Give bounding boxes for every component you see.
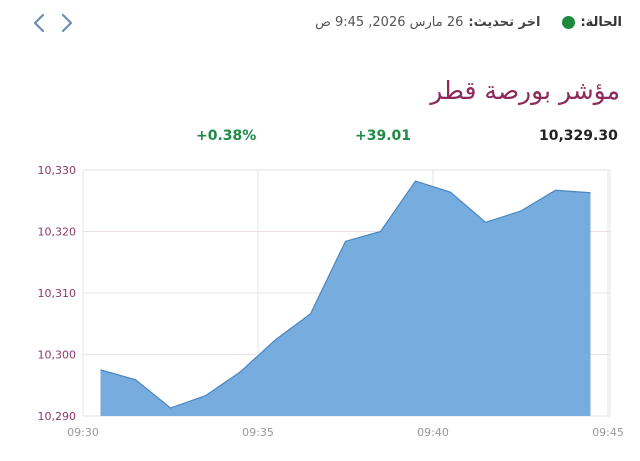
x-tick-label: 09:45 [592, 426, 624, 439]
chevron-right-icon [61, 13, 73, 33]
y-tick-label: 10,310 [38, 287, 77, 300]
y-tick-label: 10,300 [38, 349, 77, 362]
index-area-chart[interactable]: 10,330 10,320 10,310 10,300 10,290 09:30 09:35… [0, 155, 640, 461]
line-series [100, 180, 591, 409]
status-bar: الحالة: اخر تحديث: 26 مارس 2026, 9:45 ص [315, 15, 622, 30]
forward-button[interactable] [58, 12, 76, 34]
page-title: مؤشر بورصة قطر [430, 76, 620, 105]
change-value: +39.01 [355, 128, 412, 144]
area-series [100, 181, 591, 416]
x-tick-label: 09:35 [242, 426, 274, 439]
change-percent: +0.38% [196, 128, 257, 144]
index-stats: +0.38% +39.01 10,329.30 [0, 128, 640, 148]
navigation-arrows [30, 12, 76, 34]
y-tick-label: 10,330 [38, 164, 77, 177]
last-update-value: 26 مارس 2026, 9:45 ص [315, 15, 464, 30]
x-tick-label: 09:40 [417, 426, 449, 439]
index-value: 10,329.30 [539, 128, 618, 144]
status-label: الحالة: [580, 15, 622, 30]
x-tick-label: 09:30 [67, 426, 99, 439]
status-indicator-icon [562, 16, 576, 29]
last-update-label: اخر تحديث: [468, 15, 541, 30]
chevron-left-icon [33, 13, 45, 33]
back-button[interactable] [30, 12, 48, 34]
y-tick-label: 10,290 [38, 410, 77, 423]
y-tick-label: 10,320 [38, 226, 77, 239]
